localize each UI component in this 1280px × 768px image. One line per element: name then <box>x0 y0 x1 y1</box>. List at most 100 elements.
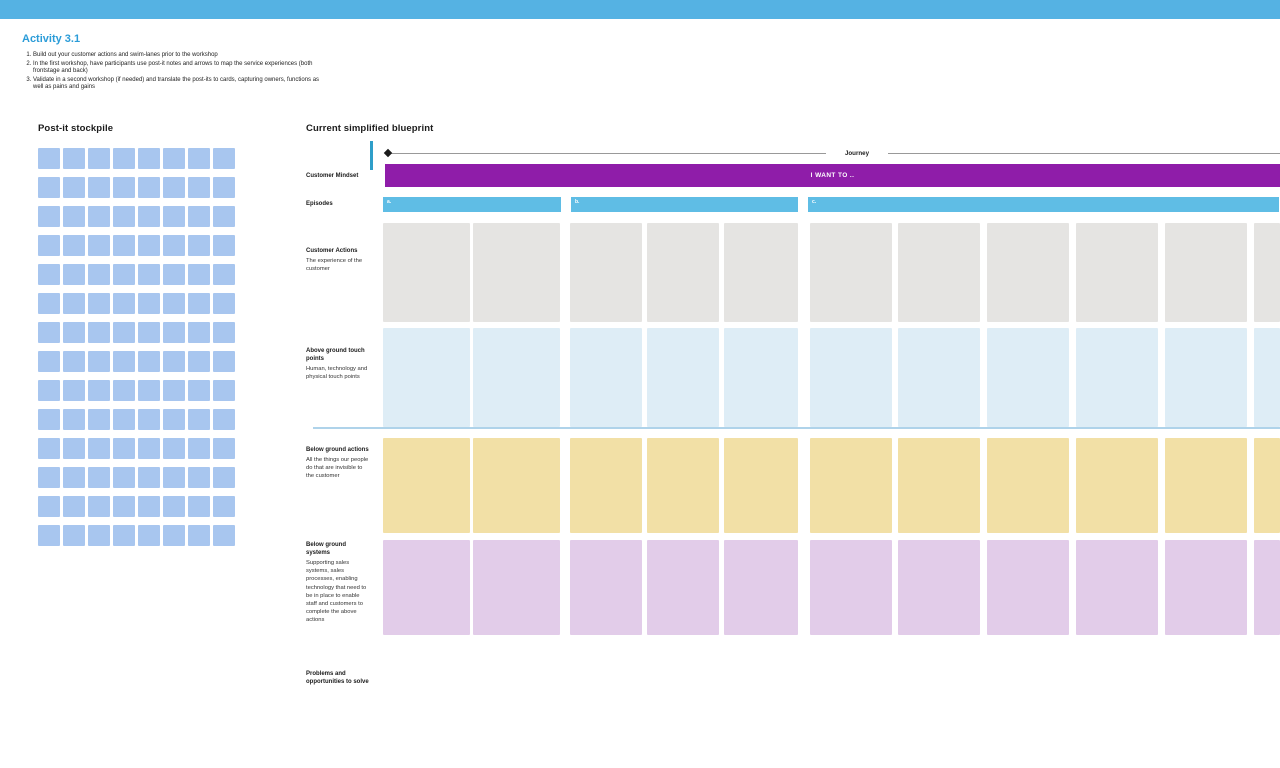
cell-above-ground-touch-points[interactable] <box>473 328 560 427</box>
cell-below-ground-systems[interactable] <box>810 540 892 635</box>
cell-above-ground-touch-points[interactable] <box>570 328 642 427</box>
postit[interactable] <box>188 409 210 430</box>
cell-below-ground-systems[interactable] <box>473 540 560 635</box>
cell-below-ground-actions[interactable] <box>1165 438 1247 533</box>
postit[interactable] <box>63 467 85 488</box>
cell-below-ground-systems[interactable] <box>987 540 1069 635</box>
postit[interactable] <box>213 380 235 401</box>
cell-below-ground-actions[interactable] <box>570 438 642 533</box>
cell-customer-actions[interactable] <box>647 223 719 322</box>
postit[interactable] <box>188 264 210 285</box>
postit[interactable] <box>138 351 160 372</box>
postit[interactable] <box>38 322 60 343</box>
postit[interactable] <box>163 235 185 256</box>
postit[interactable] <box>163 293 185 314</box>
episode-bar[interactable]: a. <box>383 197 561 212</box>
postit[interactable] <box>163 525 185 546</box>
postit[interactable] <box>113 177 135 198</box>
postit[interactable] <box>138 380 160 401</box>
cell-below-ground-systems[interactable] <box>898 540 980 635</box>
postit[interactable] <box>213 496 235 517</box>
cell-below-ground-actions[interactable] <box>724 438 798 533</box>
customer-mindset-bar[interactable]: I WANT TO .. <box>385 164 1280 187</box>
cell-above-ground-touch-points[interactable] <box>898 328 980 427</box>
postit[interactable] <box>88 235 110 256</box>
postit[interactable] <box>113 148 135 169</box>
postit[interactable] <box>138 177 160 198</box>
postit[interactable] <box>63 322 85 343</box>
postit[interactable] <box>138 206 160 227</box>
postit[interactable] <box>113 380 135 401</box>
cell-below-ground-actions[interactable] <box>987 438 1069 533</box>
postit[interactable] <box>113 438 135 459</box>
postit[interactable] <box>88 293 110 314</box>
cell-above-ground-touch-points[interactable] <box>1254 328 1280 427</box>
postit[interactable] <box>213 525 235 546</box>
postit[interactable] <box>188 380 210 401</box>
postit[interactable] <box>38 525 60 546</box>
cell-below-ground-systems[interactable] <box>647 540 719 635</box>
postit[interactable] <box>113 293 135 314</box>
postit[interactable] <box>138 409 160 430</box>
postit[interactable] <box>38 351 60 372</box>
cell-below-ground-actions[interactable] <box>647 438 719 533</box>
cell-customer-actions[interactable] <box>987 223 1069 322</box>
cell-below-ground-systems[interactable] <box>1254 540 1280 635</box>
cell-above-ground-touch-points[interactable] <box>647 328 719 427</box>
postit[interactable] <box>213 322 235 343</box>
postit[interactable] <box>138 496 160 517</box>
postit[interactable] <box>38 496 60 517</box>
cell-above-ground-touch-points[interactable] <box>724 328 798 427</box>
postit[interactable] <box>213 438 235 459</box>
postit[interactable] <box>163 177 185 198</box>
postit[interactable] <box>163 380 185 401</box>
postit[interactable] <box>88 438 110 459</box>
postit[interactable] <box>88 206 110 227</box>
postit[interactable] <box>63 206 85 227</box>
postit[interactable] <box>38 177 60 198</box>
postit[interactable] <box>63 264 85 285</box>
postit[interactable] <box>113 467 135 488</box>
cell-customer-actions[interactable] <box>570 223 642 322</box>
postit[interactable] <box>188 177 210 198</box>
postit[interactable] <box>138 264 160 285</box>
postit[interactable] <box>163 409 185 430</box>
postit[interactable] <box>188 206 210 227</box>
postit[interactable] <box>113 409 135 430</box>
postit[interactable] <box>88 525 110 546</box>
postit[interactable] <box>88 496 110 517</box>
postit[interactable] <box>88 409 110 430</box>
postit[interactable] <box>188 438 210 459</box>
cell-below-ground-systems[interactable] <box>1076 540 1158 635</box>
cell-below-ground-actions[interactable] <box>1076 438 1158 533</box>
postit[interactable] <box>163 264 185 285</box>
postit[interactable] <box>38 409 60 430</box>
postit[interactable] <box>88 177 110 198</box>
cell-above-ground-touch-points[interactable] <box>987 328 1069 427</box>
postit[interactable] <box>213 467 235 488</box>
postit[interactable] <box>38 438 60 459</box>
postit[interactable] <box>163 206 185 227</box>
postit[interactable] <box>113 322 135 343</box>
postit[interactable] <box>88 467 110 488</box>
cell-below-ground-systems[interactable] <box>570 540 642 635</box>
cell-below-ground-actions[interactable] <box>1254 438 1280 533</box>
postit[interactable] <box>38 148 60 169</box>
postit[interactable] <box>63 177 85 198</box>
postit[interactable] <box>213 293 235 314</box>
cell-customer-actions[interactable] <box>1254 223 1280 322</box>
cell-customer-actions[interactable] <box>383 223 470 322</box>
cell-customer-actions[interactable] <box>1165 223 1247 322</box>
postit[interactable] <box>63 438 85 459</box>
postit[interactable] <box>163 496 185 517</box>
postit[interactable] <box>38 467 60 488</box>
postit[interactable] <box>213 206 235 227</box>
cell-customer-actions[interactable] <box>898 223 980 322</box>
cell-below-ground-actions[interactable] <box>898 438 980 533</box>
postit[interactable] <box>38 293 60 314</box>
cell-above-ground-touch-points[interactable] <box>383 328 470 427</box>
postit[interactable] <box>213 264 235 285</box>
postit[interactable] <box>188 351 210 372</box>
postit[interactable] <box>63 409 85 430</box>
episode-bar[interactable]: c. <box>808 197 1279 212</box>
